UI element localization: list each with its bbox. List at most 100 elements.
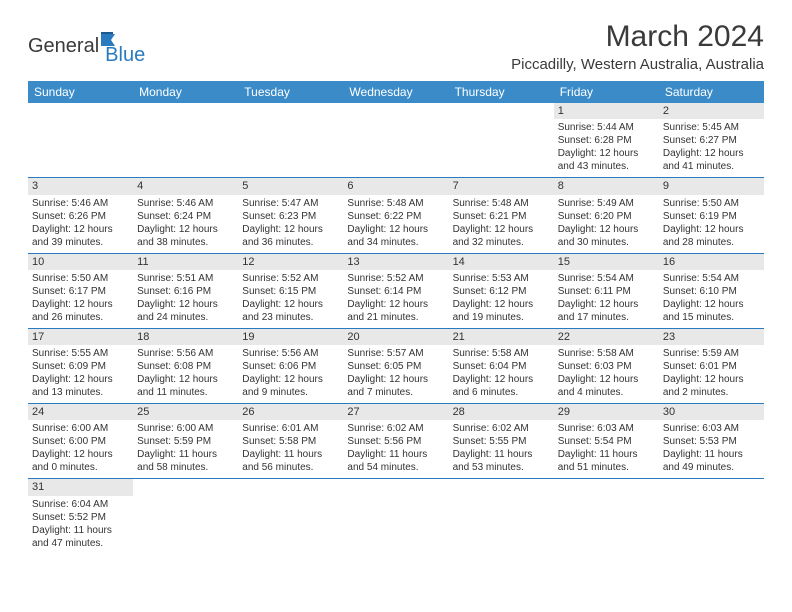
day-number: 1 [554,103,659,119]
day-details: Sunrise: 5:47 AMSunset: 6:23 PMDaylight:… [242,197,339,249]
calendar-cell: 19Sunrise: 5:56 AMSunset: 6:06 PMDayligh… [238,328,343,403]
calendar-cell: 15 Sunrise: 5:54 AMSunset: 6:11 PMDayligh… [554,253,659,328]
day-number: 20 [343,329,448,345]
calendar-cell: 10 Sunrise: 5:50 AMSunset: 6:17 PMDayligh… [28,253,133,328]
day-details: Sunrise: 6:02 AMSunset: 5:56 PMDaylight:… [347,422,444,474]
day-number: 10 [28,254,133,270]
day-details: Sunrise: 5:58 AMSunset: 6:04 PMDaylight:… [453,347,550,399]
day-number: 12 [238,254,343,270]
day-details: Sunrise: 5:56 AMSunset: 6:08 PMDaylight:… [137,347,234,399]
calendar-cell [133,103,238,178]
day-number: 5 [238,178,343,194]
day-number: 27 [343,404,448,420]
day-details: Sunrise: 5:52 AMSunset: 6:15 PMDaylight:… [242,272,339,324]
calendar-cell [238,479,343,554]
logo: General Blue [28,26,145,67]
calendar-cell: 3Sunrise: 5:46 AMSunset: 6:26 PMDaylight… [28,178,133,253]
calendar-cell: 25 Sunrise: 6:00 AMSunset: 5:59 PMDayligh… [133,404,238,479]
calendar-row: 1Sunrise: 5:44 AMSunset: 6:28 PMDaylight… [28,103,764,178]
day-number: 7 [449,178,554,194]
calendar-cell [449,479,554,554]
calendar-cell: 1Sunrise: 5:44 AMSunset: 6:28 PMDaylight… [554,103,659,178]
calendar-cell [28,103,133,178]
day-number: 26 [238,404,343,420]
day-details: Sunrise: 5:45 AMSunset: 6:27 PMDaylight:… [663,121,760,173]
day-details: Sunrise: 6:00 AMSunset: 6:00 PMDaylight:… [32,422,129,474]
weekday-header: Sunday [28,81,133,103]
calendar-row: 3Sunrise: 5:46 AMSunset: 6:26 PMDaylight… [28,178,764,253]
calendar-cell: 27 Sunrise: 6:02 AMSunset: 5:56 PMDayligh… [343,404,448,479]
calendar-cell: 20 Sunrise: 5:57 AMSunset: 6:05 PMDayligh… [343,328,448,403]
calendar-cell: 31Sunrise: 6:04 AMSunset: 5:52 PMDayligh… [28,479,133,554]
calendar-body: 1Sunrise: 5:44 AMSunset: 6:28 PMDaylight… [28,103,764,554]
calendar-cell: 9 Sunrise: 5:50 AMSunset: 6:19 PMDaylight… [659,178,764,253]
calendar-cell: 5 Sunrise: 5:47 AMSunset: 6:23 PMDaylight… [238,178,343,253]
calendar-cell: 24 Sunrise: 6:00 AMSunset: 6:00 PMDayligh… [28,404,133,479]
day-details: Sunrise: 5:50 AMSunset: 6:19 PMDaylight:… [663,197,760,249]
day-number: 11 [133,254,238,270]
day-details: Sunrise: 6:02 AMSunset: 5:55 PMDaylight:… [453,422,550,474]
weekday-header: Wednesday [343,81,448,103]
location-text: Piccadilly, Western Australia, Australia [511,56,764,73]
day-number-empty [449,103,554,119]
day-details: Sunrise: 5:49 AMSunset: 6:20 PMDaylight:… [558,197,655,249]
day-number: 31 [28,479,133,495]
day-number: 24 [28,404,133,420]
calendar-cell [343,479,448,554]
day-number: 30 [659,404,764,420]
day-details: Sunrise: 5:51 AMSunset: 6:16 PMDaylight:… [137,272,234,324]
day-number: 16 [659,254,764,270]
day-number-empty [133,103,238,119]
day-number: 13 [343,254,448,270]
day-details: Sunrise: 6:00 AMSunset: 5:59 PMDaylight:… [137,422,234,474]
day-number: 19 [238,329,343,345]
calendar-table: SundayMondayTuesdayWednesdayThursdayFrid… [28,81,764,554]
calendar-cell: 21Sunrise: 5:58 AMSunset: 6:04 PMDayligh… [449,328,554,403]
day-number: 25 [133,404,238,420]
calendar-cell [238,103,343,178]
calendar-cell: 17 Sunrise: 5:55 AMSunset: 6:09 PMDayligh… [28,328,133,403]
calendar-row: 24 Sunrise: 6:00 AMSunset: 6:00 PMDayligh… [28,404,764,479]
calendar-cell: 14Sunrise: 5:53 AMSunset: 6:12 PMDayligh… [449,253,554,328]
calendar-cell: 16Sunrise: 5:54 AMSunset: 6:10 PMDayligh… [659,253,764,328]
day-details: Sunrise: 5:46 AMSunset: 6:24 PMDaylight:… [137,197,234,249]
day-number: 22 [554,329,659,345]
day-number: 9 [659,178,764,194]
day-details: Sunrise: 5:57 AMSunset: 6:05 PMDaylight:… [347,347,444,399]
weekday-header: Tuesday [238,81,343,103]
day-details: Sunrise: 5:54 AMSunset: 6:11 PMDaylight:… [558,272,655,324]
calendar-row: 17 Sunrise: 5:55 AMSunset: 6:09 PMDayligh… [28,328,764,403]
day-number: 23 [659,329,764,345]
calendar-row: 10 Sunrise: 5:50 AMSunset: 6:17 PMDayligh… [28,253,764,328]
calendar-cell: 12 Sunrise: 5:52 AMSunset: 6:15 PMDayligh… [238,253,343,328]
day-number: 6 [343,178,448,194]
day-number-empty [238,103,343,119]
calendar-cell: 11 Sunrise: 5:51 AMSunset: 6:16 PMDayligh… [133,253,238,328]
calendar-cell: 7 Sunrise: 5:48 AMSunset: 6:21 PMDaylight… [449,178,554,253]
day-number: 15 [554,254,659,270]
day-number: 2 [659,103,764,119]
day-details: Sunrise: 6:03 AMSunset: 5:54 PMDaylight:… [558,422,655,474]
title-block: March 2024 Piccadilly, Western Australia… [511,20,764,73]
logo-text-blue: Blue [105,44,145,67]
day-details: Sunrise: 5:48 AMSunset: 6:21 PMDaylight:… [453,197,550,249]
calendar-cell: 29 Sunrise: 6:03 AMSunset: 5:54 PMDayligh… [554,404,659,479]
day-details: Sunrise: 5:59 AMSunset: 6:01 PMDaylight:… [663,347,760,399]
weekday-header: Monday [133,81,238,103]
calendar-cell: 22 Sunrise: 5:58 AMSunset: 6:03 PMDayligh… [554,328,659,403]
calendar-cell: 8 Sunrise: 5:49 AMSunset: 6:20 PMDaylight… [554,178,659,253]
day-number: 17 [28,329,133,345]
day-details: Sunrise: 5:53 AMSunset: 6:12 PMDaylight:… [453,272,550,324]
logo-text-general: General [28,35,99,58]
calendar-cell: 28Sunrise: 6:02 AMSunset: 5:55 PMDayligh… [449,404,554,479]
calendar-cell [554,479,659,554]
calendar-cell: 26Sunrise: 6:01 AMSunset: 5:58 PMDayligh… [238,404,343,479]
day-details: Sunrise: 5:50 AMSunset: 6:17 PMDaylight:… [32,272,129,324]
day-details: Sunrise: 5:46 AMSunset: 6:26 PMDaylight:… [32,197,129,249]
day-number: 29 [554,404,659,420]
day-number: 8 [554,178,659,194]
day-details: Sunrise: 5:58 AMSunset: 6:03 PMDaylight:… [558,347,655,399]
calendar-cell: 4Sunrise: 5:46 AMSunset: 6:24 PMDaylight… [133,178,238,253]
day-details: Sunrise: 5:55 AMSunset: 6:09 PMDaylight:… [32,347,129,399]
calendar-header-row: SundayMondayTuesdayWednesdayThursdayFrid… [28,81,764,103]
